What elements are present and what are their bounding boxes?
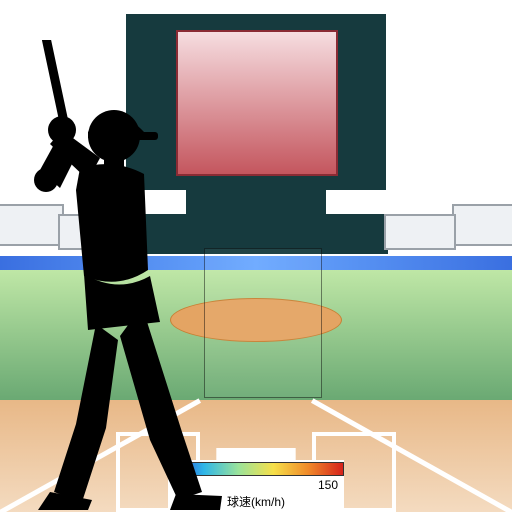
pitch-chart-scene: 100 150 球速(km/h) xyxy=(0,0,512,512)
velocity-tick-max: 150 xyxy=(318,478,338,492)
stands-right-upper xyxy=(452,204,512,246)
stands-right-lower xyxy=(384,214,456,250)
batter-silhouette xyxy=(10,40,222,510)
